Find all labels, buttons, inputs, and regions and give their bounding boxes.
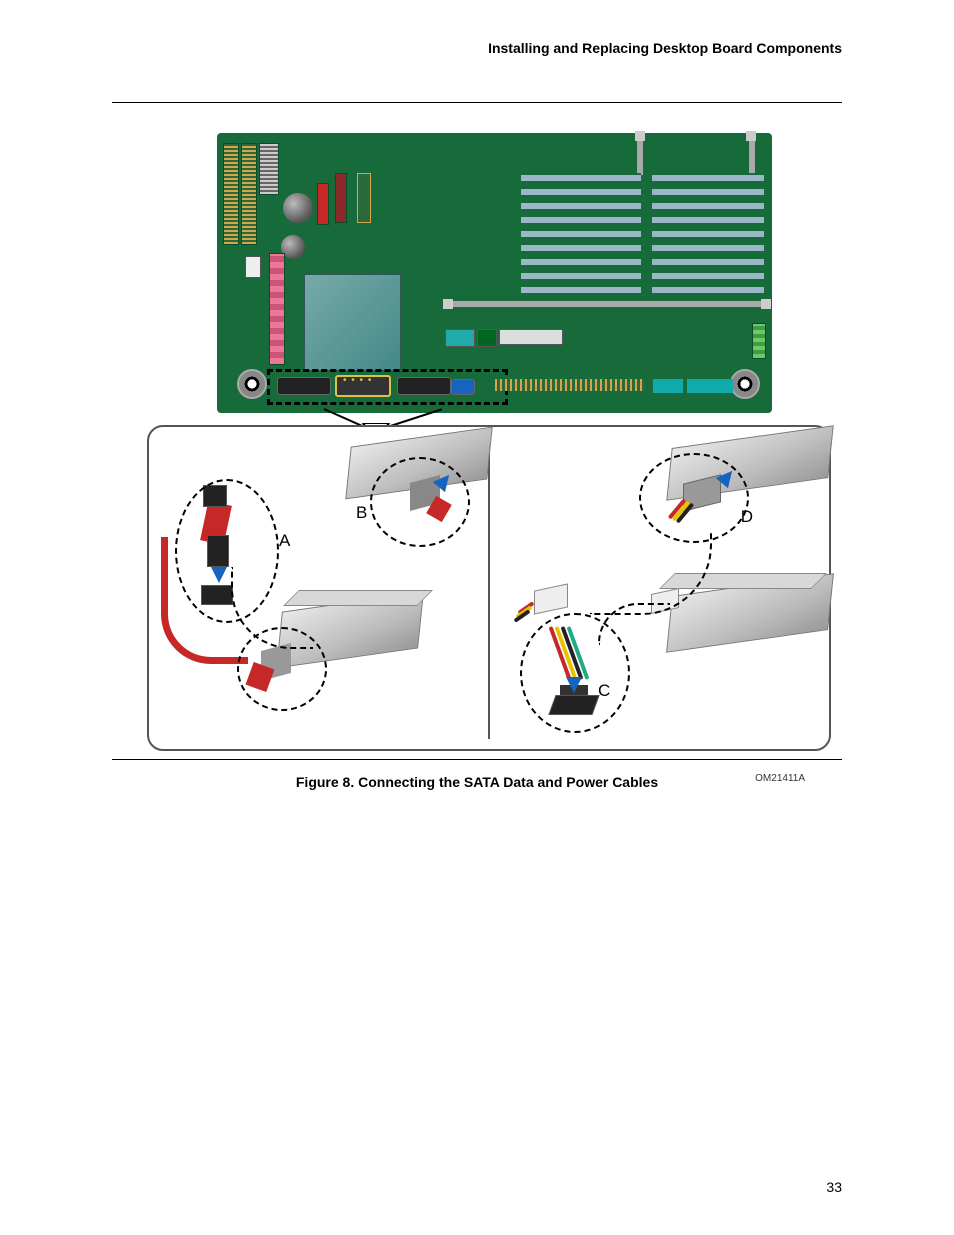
detail-left-sata-data: A B (149, 427, 488, 749)
heatpipe (637, 135, 643, 175)
small-connector (357, 173, 371, 223)
detail-panel: A B (147, 425, 831, 751)
small-chip (499, 329, 563, 345)
edge-connector (687, 379, 733, 393)
figure-part-id: OM21411A (755, 773, 805, 784)
heatpipe-cap (635, 131, 645, 141)
sata-port (451, 379, 475, 395)
heatsink-fins (521, 173, 641, 293)
sata-port (397, 377, 451, 395)
label-c: C (598, 681, 610, 701)
figure-area: A B (112, 133, 842, 751)
heatpipe (447, 301, 767, 307)
ram-slot (241, 143, 257, 245)
edge-connector (495, 379, 645, 391)
document-page: Installing and Replacing Desktop Board C… (0, 0, 954, 1235)
callout-circle (639, 453, 749, 543)
motherboard-illustration (217, 133, 772, 413)
label-a: A (279, 531, 290, 551)
capacitor (283, 193, 313, 223)
small-chip (477, 329, 497, 347)
small-chip (245, 256, 261, 278)
aux-port (335, 375, 391, 397)
mounting-hole (730, 369, 760, 399)
page-header-title: Installing and Replacing Desktop Board C… (112, 40, 842, 56)
small-chip (445, 329, 475, 347)
detail-right-sata-power: D C (490, 427, 829, 749)
heatpipe-cap (761, 299, 771, 309)
cpu-socket (303, 273, 402, 372)
figure-container: A B (157, 133, 797, 751)
page-number: 33 (826, 1179, 842, 1195)
molex-connector (534, 583, 568, 614)
sata-port (277, 377, 331, 395)
connector-slot (259, 143, 279, 195)
label-b: B (356, 503, 367, 523)
mounting-hole (237, 369, 267, 399)
heatpipe-cap (443, 299, 453, 309)
header-pins (269, 253, 285, 365)
top-rule (112, 102, 842, 103)
header-pins (752, 323, 766, 359)
heatpipe-cap (746, 131, 756, 141)
small-connector (317, 183, 329, 225)
label-d: D (741, 507, 753, 527)
heatsink-fins (652, 173, 764, 293)
cooling-area (517, 141, 767, 301)
bottom-rule (112, 759, 842, 760)
small-connector (335, 173, 347, 223)
ram-slot (223, 143, 239, 245)
callout-circle (370, 457, 470, 547)
edge-connector (653, 379, 683, 393)
figure-caption: Figure 8. Connecting the SATA Data and P… (112, 774, 842, 790)
